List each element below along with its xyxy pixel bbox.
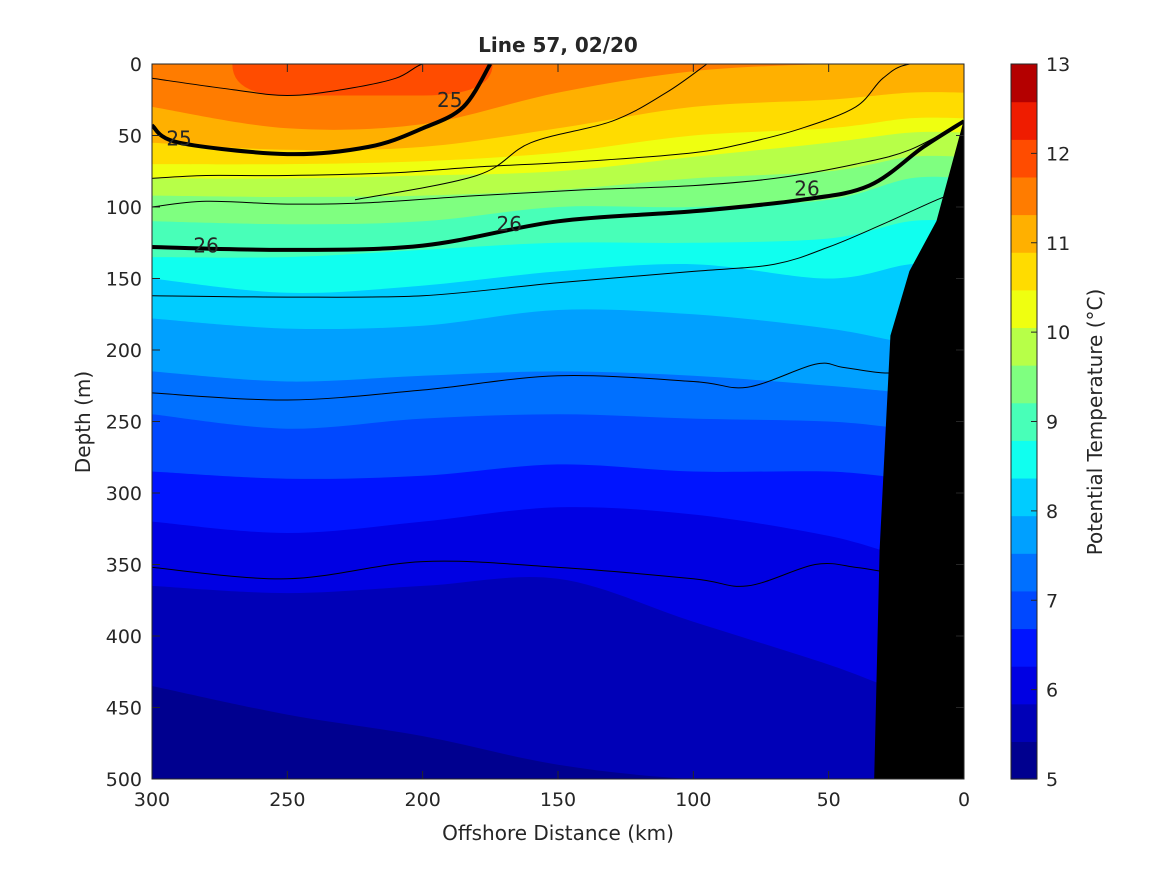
colorbar-swatch-11 [1011, 327, 1037, 366]
colorbar-swatch-15 [1011, 176, 1037, 216]
density-contour-lines [152, 64, 964, 252]
thin-contour-3 [152, 189, 964, 298]
density-contour-26 [152, 119, 964, 252]
y-tick-label-450: 450 [106, 698, 142, 720]
x-tick-label-0: 0 [958, 789, 970, 811]
x-tick-label-200: 200 [405, 789, 441, 811]
colorbar-swatch-4 [1011, 590, 1037, 630]
thin-contour-lines [152, 64, 964, 587]
colorbar-tick-label-13: 13 [1046, 54, 1070, 76]
x-tick-label-300: 300 [134, 789, 170, 811]
y-tick-label-300: 300 [106, 483, 142, 505]
colorbar-swatch-12 [1011, 289, 1037, 329]
chart-title: Line 57, 02/20 [478, 33, 638, 57]
colorbar: 5 6 7 8 9 10 11 12 13 [1010, 54, 1070, 791]
contour-label-4: 26 [794, 176, 819, 200]
colorbar-swatch-1 [1011, 703, 1037, 742]
seafloor-shape [874, 120, 964, 779]
colorbar-swatch-6 [1011, 515, 1037, 554]
x-tick-label-100: 100 [675, 789, 711, 811]
contour-label-1: 25 [437, 88, 462, 112]
colorbar-tick-label-10: 10 [1046, 322, 1070, 344]
y-axis: 0 50 100 150 200 250 300 350 400 450 500 [106, 54, 964, 791]
colorbar-swatch-17 [1011, 101, 1037, 140]
y-tick-label-500: 500 [106, 769, 142, 791]
fill-level-12.5 [232, 64, 493, 96]
x-tick-label-150: 150 [540, 789, 576, 811]
contour-label-0: 25 [166, 126, 191, 150]
colorbar-tick-label-5: 5 [1046, 769, 1058, 791]
contour-labels: 25 25 26 26 26 [166, 88, 819, 258]
colorbar-swatch-14 [1011, 214, 1037, 253]
x-tick-label-250: 250 [269, 789, 305, 811]
y-tick-label-0: 0 [130, 54, 142, 76]
thin-contour-6 [354, 64, 708, 201]
colorbar-tick-label-11: 11 [1046, 233, 1070, 255]
thin-contour-2 [152, 120, 964, 208]
y-tick-label-350: 350 [106, 555, 142, 577]
y-tick-label-50: 50 [118, 126, 142, 148]
x-axis: 300 250 200 150 100 50 0 [134, 64, 970, 811]
contour-label-2: 26 [193, 234, 218, 258]
seafloor-bathymetry [874, 120, 964, 779]
colorbar-swatch-18 [1011, 64, 1037, 103]
colorbar-tick-label-9: 9 [1046, 412, 1058, 434]
y-tick-label-200: 200 [106, 340, 142, 362]
colorbar-swatch-8 [1011, 440, 1037, 479]
colorbar-swatch-7 [1011, 477, 1037, 517]
y-tick-label-250: 250 [106, 412, 142, 434]
x-axis-label: Offshore Distance (km) [442, 821, 674, 845]
colorbar-tick-label-6: 6 [1046, 680, 1058, 702]
thin-contour-5 [152, 560, 883, 587]
colorbar-swatch-3 [1011, 628, 1037, 667]
thin-contour-1 [152, 64, 964, 179]
colorbar-swatch-10 [1011, 365, 1037, 404]
contour-label-3: 26 [497, 212, 522, 236]
contour-fills [152, 64, 964, 779]
y-tick-label-100: 100 [106, 197, 142, 219]
colorbar-swatch-16 [1011, 139, 1037, 178]
y-tick-label-150: 150 [106, 269, 142, 291]
colorbar-label: Potential Temperature (°C) [1083, 289, 1107, 556]
density-contour-25 [152, 64, 493, 157]
colorbar-swatch-2 [1011, 666, 1037, 705]
colorbar-tick-label-7: 7 [1046, 590, 1058, 612]
thin-contour-4 [152, 362, 910, 401]
colorbar-swatch-0 [1011, 741, 1037, 780]
colorbar-tick-label-8: 8 [1046, 501, 1058, 523]
y-tick-label-400: 400 [106, 626, 142, 648]
colorbar-tick-label-12: 12 [1046, 143, 1070, 165]
y-axis-label: Depth (m) [71, 371, 95, 473]
plot-area: 25 25 26 26 26 [152, 64, 964, 779]
x-tick-label-50: 50 [817, 789, 841, 811]
colorbar-swatch-13 [1011, 252, 1037, 291]
colorbar-swatch-5 [1011, 553, 1037, 592]
